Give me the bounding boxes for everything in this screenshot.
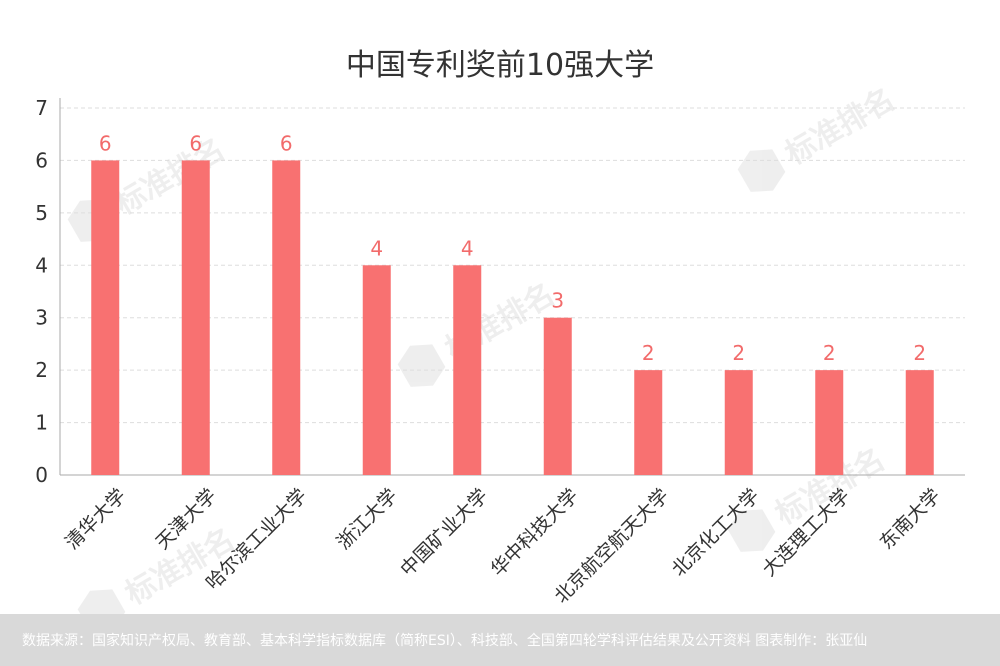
x-tick-label: 浙江大学 bbox=[333, 485, 402, 554]
watermark-logo: 标准排名 bbox=[737, 82, 901, 192]
bar bbox=[634, 370, 663, 475]
data-label: 4 bbox=[370, 236, 383, 260]
data-label: 3 bbox=[551, 289, 564, 313]
bar bbox=[272, 160, 301, 475]
bar bbox=[815, 370, 844, 475]
data-label: 4 bbox=[461, 236, 474, 260]
bar bbox=[181, 160, 210, 475]
x-tick-label: 中国矿业大学 bbox=[396, 485, 492, 581]
y-tick-label: 4 bbox=[35, 253, 48, 277]
data-label: 6 bbox=[189, 131, 202, 155]
footer-source-text: 数据来源：国家知识产权局、教育部、基本科学指标数据库（简称ESI）、科技部、全国… bbox=[22, 633, 868, 649]
y-tick-label: 6 bbox=[35, 148, 48, 172]
bar bbox=[724, 370, 753, 475]
y-tick-label: 3 bbox=[35, 306, 48, 330]
data-label: 6 bbox=[99, 131, 112, 155]
bar bbox=[362, 265, 391, 475]
bar bbox=[905, 370, 934, 475]
y-tick-label: 7 bbox=[35, 96, 48, 120]
y-tick-label: 0 bbox=[35, 463, 48, 487]
x-tick-label: 东南大学 bbox=[876, 485, 945, 554]
svg-text:标准排名: 标准排名 bbox=[780, 82, 901, 172]
y-axis: 0 1 2 3 4 5 6 7 bbox=[35, 96, 965, 487]
footer-bar: 数据来源：国家知识产权局、教育部、基本科学指标数据库（简称ESI）、科技部、全国… bbox=[0, 614, 1000, 666]
gridlines bbox=[60, 107, 965, 424]
data-label: 6 bbox=[280, 131, 293, 155]
data-labels: 6 6 6 4 4 3 2 2 2 2 bbox=[99, 131, 926, 365]
bar bbox=[543, 317, 572, 475]
data-label: 2 bbox=[913, 341, 926, 365]
y-tick-label: 1 bbox=[35, 411, 48, 435]
data-label: 2 bbox=[732, 341, 745, 365]
x-tick-label: 华中科技大学 bbox=[487, 485, 583, 581]
bar bbox=[91, 160, 120, 475]
bar bbox=[453, 265, 482, 475]
data-label: 2 bbox=[642, 341, 655, 365]
svg-text:标准排名: 标准排名 bbox=[110, 132, 231, 222]
y-tick-label: 2 bbox=[35, 358, 48, 382]
chart-title: 中国专利奖前10强大学 bbox=[345, 48, 655, 83]
x-tick-label: 清华大学 bbox=[61, 485, 130, 554]
data-label: 2 bbox=[823, 341, 836, 365]
bars bbox=[91, 160, 934, 475]
y-tick-label: 5 bbox=[35, 201, 48, 225]
